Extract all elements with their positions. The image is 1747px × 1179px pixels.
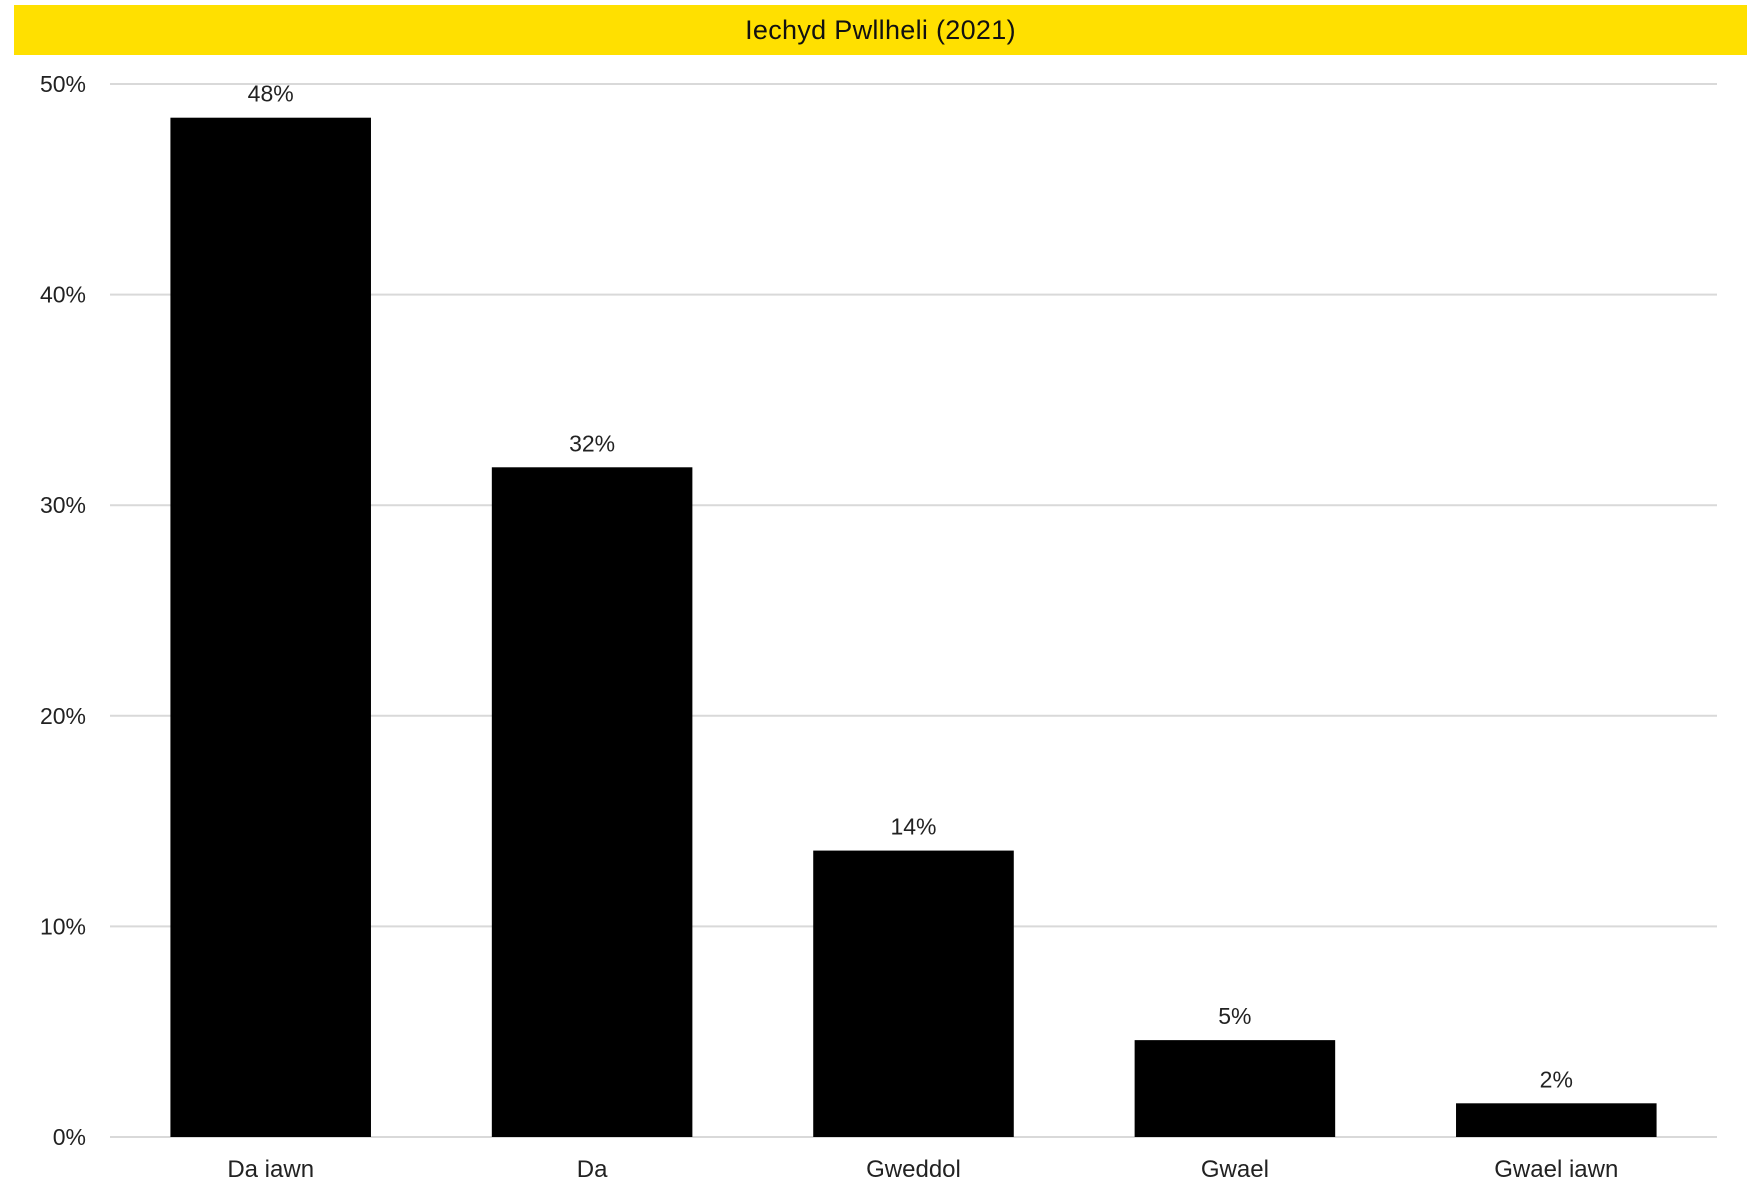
y-tick-label: 30% xyxy=(40,492,86,518)
x-category-label: Da iawn xyxy=(227,1156,314,1179)
data-label: 32% xyxy=(569,430,615,456)
y-tick-label: 10% xyxy=(40,913,86,939)
bar xyxy=(1456,1103,1657,1137)
y-tick-label: 20% xyxy=(40,703,86,729)
chart-title-bar: Iechyd Pwllheli (2021) xyxy=(14,5,1747,55)
bar xyxy=(491,467,693,1137)
bar xyxy=(813,850,1014,1137)
y-tick-label: 0% xyxy=(53,1124,86,1150)
chart-title: Iechyd Pwllheli (2021) xyxy=(745,14,1016,45)
data-labels: 48% 32% 14% 5% 2% xyxy=(248,81,1573,1093)
x-axis-categories: Da iawn Da Gweddol Gwael Gwael iawn xyxy=(227,1156,1618,1179)
x-category-label: Gwael xyxy=(1201,1156,1269,1179)
data-label: 14% xyxy=(890,814,936,840)
data-label: 5% xyxy=(1218,1003,1251,1029)
data-label: 48% xyxy=(248,81,294,107)
y-tick-label: 50% xyxy=(40,71,86,97)
y-tick-label: 40% xyxy=(40,282,86,308)
bar xyxy=(170,117,371,1138)
x-category-label: Da xyxy=(577,1156,608,1179)
bar xyxy=(1134,1040,1336,1137)
x-category-label: Gwael iawn xyxy=(1494,1156,1618,1179)
x-category-label: Gweddol xyxy=(866,1156,961,1179)
bars xyxy=(170,117,1657,1138)
y-axis-ticks: 0% 10% 20% 30% 40% 50% xyxy=(40,71,86,1150)
data-label: 2% xyxy=(1540,1066,1573,1092)
